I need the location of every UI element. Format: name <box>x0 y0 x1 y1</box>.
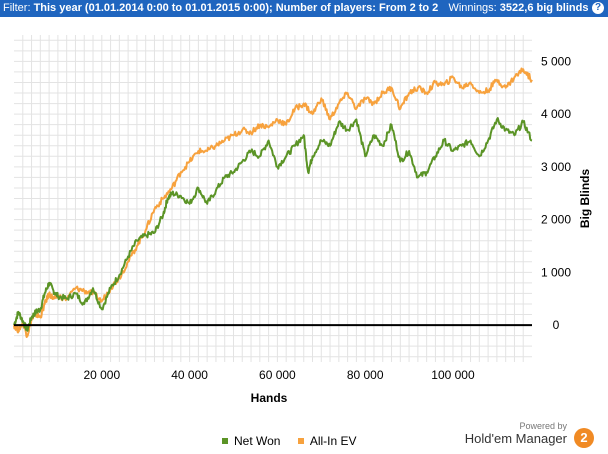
filter-label: Filter: <box>3 2 31 14</box>
y-axis-title: Big Blinds <box>578 169 592 229</box>
all-in-ev-swatch <box>297 438 304 444</box>
series-group <box>13 67 533 338</box>
y-tick-label: 3 000 <box>541 160 571 174</box>
x-tick-label: 40 000 <box>171 368 208 382</box>
winnings-value: 3522,6 big blinds <box>499 2 589 14</box>
y-tick-label: 1 000 <box>541 265 571 279</box>
x-tick-labels: 20 000 40 000 60 000 80 000 100 000 <box>83 368 475 382</box>
chart-legend: Net Won All-In EV <box>222 433 371 448</box>
series-line-net-won <box>13 117 533 332</box>
net-won-swatch <box>222 438 228 444</box>
x-tick-label: 60 000 <box>259 368 296 382</box>
y-tick-labels: 0 1 000 2 000 3 000 4 000 5 000 <box>541 54 571 332</box>
x-axis-title: Hands <box>251 391 288 405</box>
brand-name: Hold'em Manager <box>464 431 567 446</box>
legend-item-net-won[interactable]: Net Won <box>222 434 280 448</box>
x-tick-label: 80 000 <box>347 368 384 382</box>
filter-text: This year (01.01.2014 0:00 to 01.01.2015… <box>33 2 439 14</box>
legend-label-net-won: Net Won <box>234 434 281 448</box>
y-tick-label: 2 000 <box>541 213 571 227</box>
x-tick-label: 20 000 <box>83 368 120 382</box>
help-icon[interactable]: ? <box>592 2 604 14</box>
y-tick-label: 4 000 <box>541 107 571 121</box>
filter-bar: Filter: This year (01.01.2014 0:00 to 01… <box>0 0 608 17</box>
x-tick-label: 100 000 <box>431 368 475 382</box>
legend-item-all-in-ev[interactable]: All-In EV <box>297 434 357 448</box>
horizontal-gridlines <box>14 39 532 358</box>
legend-label-all-in-ev: All-In EV <box>309 434 357 448</box>
series-line-all-in-ev <box>13 67 533 338</box>
holdem-manager-logo-icon: 2 <box>574 428 594 448</box>
y-tick-label: 5 000 <box>541 54 571 68</box>
y-tick-label: 0 <box>553 318 560 332</box>
winnings-label: Winnings: <box>448 2 497 14</box>
winnings-chart: 20 000 40 000 60 000 80 000 100 000 0 1 000 2 … <box>13 35 592 405</box>
powered-by-text: Powered by <box>519 421 567 431</box>
